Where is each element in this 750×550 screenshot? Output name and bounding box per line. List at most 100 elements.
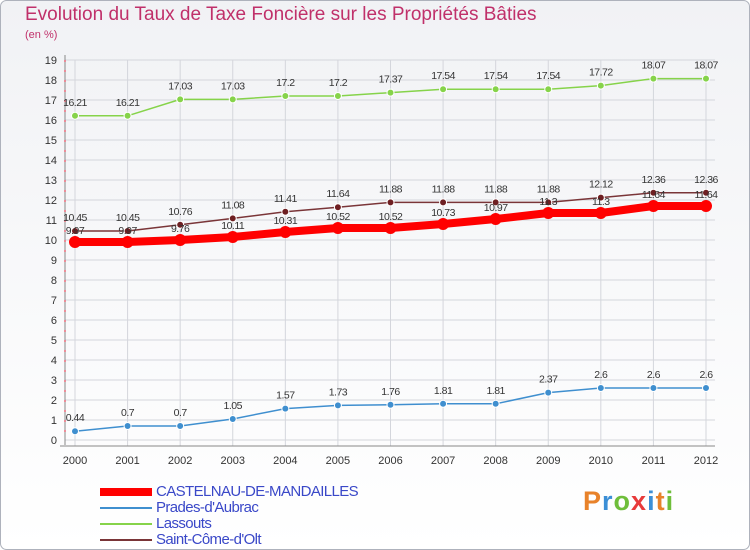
data-label-castelnau-2002: 9.76 [171, 223, 190, 235]
proxiti-logo[interactable]: Proxiti [583, 486, 674, 517]
point-prades-2007 [439, 399, 448, 408]
y-tick-label-7: 7 [51, 295, 57, 307]
point-saint-come-2003 [228, 214, 237, 223]
point-lassouts-2010 [596, 81, 605, 90]
point-castelnau-2003 [226, 231, 239, 243]
data-label-castelnau-2004: 10.31 [273, 215, 297, 227]
unit-label: (en %) [25, 29, 58, 41]
data-label-saint-come-2005: 11.64 [326, 188, 350, 200]
point-saint-come-2008 [491, 198, 500, 207]
point-saint-come-2002 [176, 220, 185, 229]
y-tick-label-6: 6 [51, 315, 57, 327]
point-castelnau-2006 [384, 222, 397, 234]
point-saint-come-2010 [596, 193, 605, 202]
point-lassouts-2005 [333, 92, 342, 100]
data-label-saint-come-2006: 11.88 [379, 183, 403, 195]
data-label-lassouts-2011: 18.07 [642, 60, 666, 72]
legend-label-saint-come: Saint-Côme-d'Olt [156, 531, 262, 548]
data-label-lassouts-2002: 17.03 [168, 80, 192, 92]
y-tick-label-18: 18 [45, 75, 57, 87]
point-saint-come-2005 [333, 203, 342, 212]
point-lassouts-2001 [123, 111, 132, 120]
data-label-saint-come-2002: 10.76 [168, 206, 192, 218]
point-prades-2009 [544, 388, 553, 397]
brand-letter: o [613, 486, 632, 516]
data-label-saint-come-2009: 11.88 [537, 183, 561, 195]
data-label-prades-2000: 0.44 [66, 412, 85, 424]
point-castelnau-2000 [69, 236, 81, 248]
y-tick-label-3: 3 [51, 375, 57, 387]
legend-swatch-prades [100, 507, 152, 509]
data-label-lassouts-2007: 17.54 [431, 70, 455, 82]
point-prades-2010 [596, 384, 605, 392]
chart-title: Evolution du Taux de Taxe Foncière sur l… [25, 4, 537, 25]
data-label-castelnau-2001: 9.97 [118, 225, 137, 237]
y-tick-label-4: 4 [51, 355, 57, 367]
brand-letter: r [602, 486, 614, 516]
y-tick-label-12: 12 [45, 195, 57, 207]
data-label-prades-2007: 1.81 [434, 385, 453, 397]
data-label-prades-2006: 1.76 [381, 386, 400, 398]
point-prades-2003 [228, 415, 237, 423]
data-label-lassouts-2005: 17.2 [329, 77, 348, 89]
point-prades-2006 [386, 400, 395, 409]
brand-letter: i [665, 486, 675, 516]
point-prades-2005 [333, 401, 342, 410]
point-lassouts-2008 [491, 85, 500, 94]
data-label-lassouts-2000: 16.21 [63, 97, 87, 109]
data-label-saint-come-2000: 10.45 [63, 212, 87, 224]
data-label-prades-2012: 2.6 [699, 369, 713, 381]
point-lassouts-2002 [176, 95, 185, 104]
x-tick-label-2010: 2010 [589, 455, 613, 467]
point-castelnau-2001 [121, 236, 134, 248]
point-prades-2002 [176, 422, 185, 430]
legend-swatch-lassouts [100, 523, 152, 525]
point-lassouts-2004 [281, 92, 290, 100]
point-lassouts-2000 [71, 111, 79, 120]
y-tick-label-14: 14 [45, 155, 57, 167]
data-label-castelnau-2003: 10.11 [221, 220, 245, 232]
data-label-prades-2005: 1.73 [329, 386, 348, 398]
data-label-saint-come-2010: 12.12 [589, 179, 613, 191]
data-label-prades-2009: 2.37 [539, 374, 558, 386]
data-label-prades-2003: 1.05 [224, 400, 243, 412]
data-label-castelnau-2000: 9.97 [66, 225, 85, 237]
x-tick-label-2009: 2009 [536, 455, 560, 467]
legend-label-prades: Prades-d'Aubrac [156, 499, 259, 516]
data-label-prades-2001: 0.7 [121, 407, 135, 419]
point-prades-2012 [702, 384, 710, 392]
y-tick-label-15: 15 [45, 135, 57, 147]
point-castelnau-2012 [700, 200, 712, 212]
data-label-saint-come-2003: 11.08 [221, 199, 245, 211]
y-tick-label-2: 2 [51, 395, 57, 407]
data-label-lassouts-2009: 17.54 [536, 70, 560, 82]
legend-swatch-saint-come [100, 539, 152, 541]
series-layer [69, 74, 712, 436]
data-label-prades-2008: 1.81 [486, 385, 505, 397]
point-lassouts-2007 [439, 85, 448, 94]
data-label-saint-come-2011: 12.36 [642, 174, 666, 186]
data-label-lassouts-2003: 17.03 [221, 80, 245, 92]
data-label-prades-2011: 2.6 [647, 369, 661, 381]
point-saint-come-2004 [281, 207, 290, 216]
x-tick-label-2008: 2008 [483, 455, 507, 467]
y-tick-label-1: 1 [51, 415, 57, 427]
data-label-lassouts-2006: 17.37 [379, 74, 403, 86]
point-saint-come-2011 [649, 188, 658, 197]
point-saint-come-2012 [702, 188, 710, 197]
data-label-saint-come-2004: 11.41 [274, 193, 298, 205]
data-label-prades-2004: 1.57 [276, 390, 295, 402]
data-label-layer: 9.97 9.97 9.76 10.11 10.31 10.52 10.52 10.73 10.… [63, 60, 719, 425]
point-saint-come-2006 [386, 198, 395, 207]
point-castelnau-2009 [542, 207, 555, 219]
data-label-castelnau-2010: 11.3 [592, 196, 610, 208]
y-tick-label-8: 8 [51, 275, 57, 287]
data-label-saint-come-2012: 12.36 [694, 174, 718, 186]
brand-letter: x [631, 486, 648, 516]
data-label-lassouts-2001: 16.21 [116, 97, 140, 109]
point-castelnau-2008 [489, 213, 502, 225]
data-label-castelnau-2005: 10.52 [326, 211, 350, 223]
